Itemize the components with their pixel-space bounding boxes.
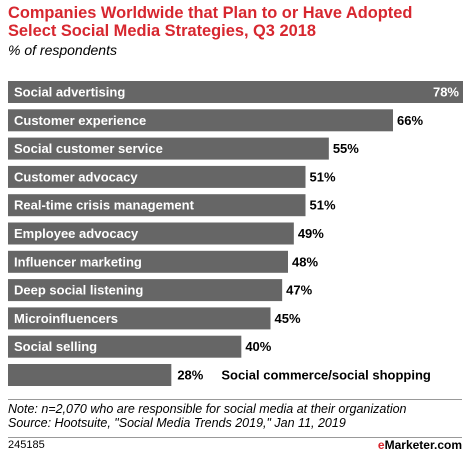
bar-category-label: Social advertising xyxy=(14,85,125,100)
chart-subtitle: % of respondents xyxy=(8,42,117,58)
bar-category-label: Influencer marketing xyxy=(14,254,142,269)
footer-bottom-divider xyxy=(8,437,462,438)
bar-value-label: 55% xyxy=(333,141,359,156)
bar-7 xyxy=(8,250,288,273)
bar-1 xyxy=(8,81,463,103)
brand-name: Marketer xyxy=(384,438,434,452)
bar-value-label: 47% xyxy=(286,283,312,298)
bar-category-label: Microinfluencers xyxy=(14,311,118,326)
bar-2 xyxy=(8,109,393,132)
bar-10 xyxy=(8,335,242,358)
bar-value-label: 40% xyxy=(245,339,271,354)
bar-5 xyxy=(8,194,306,217)
footer-top-divider xyxy=(8,399,462,400)
bar-6 xyxy=(8,222,294,245)
bar-4 xyxy=(8,165,306,188)
bar-value-label: 78% xyxy=(433,85,459,100)
bar-value-label: 28% xyxy=(177,368,203,383)
bar-category-label: Customer experience xyxy=(14,113,146,128)
bar-3 xyxy=(8,137,329,160)
chart-id: 245185 xyxy=(8,439,45,451)
bar-series: Social advertising 78% Customer experience… xyxy=(8,81,463,386)
bar-category-label: Employee advocacy xyxy=(14,226,139,241)
emarketer-logo: eMarketer.com xyxy=(378,438,462,452)
bar-value-label: 45% xyxy=(275,311,301,326)
bar-category-label: Deep social listening xyxy=(14,283,143,298)
chart-footer: Note: n=2,070 who are responsible for so… xyxy=(0,396,470,456)
bar-value-label: 51% xyxy=(310,169,336,184)
bar-category-label: Social commerce/social shopping xyxy=(221,368,431,383)
bar-value-label: 49% xyxy=(298,226,324,241)
brand-suffix: .com xyxy=(433,438,462,452)
bar-value-label: 66% xyxy=(397,113,423,128)
bar-category-label: Customer advocacy xyxy=(14,169,138,184)
bar-11 xyxy=(8,364,172,386)
chart-title: Companies Worldwide that Plan to or Have… xyxy=(8,4,413,40)
footer-source: Source: Hootsuite, "Social Media Trends … xyxy=(8,416,346,430)
bar-category-label: Real-time crisis management xyxy=(14,198,195,213)
bar-category-label: Social selling xyxy=(14,339,97,354)
bar-value-label: 51% xyxy=(310,198,336,213)
bar-value-label: 48% xyxy=(292,254,318,269)
bar-8 xyxy=(8,279,283,302)
brand-prefix: e xyxy=(377,438,385,452)
footer-note: Note: n=2,070 who are responsible for so… xyxy=(8,402,407,416)
bar-9 xyxy=(8,307,271,330)
bar-category-label: Social customer service xyxy=(14,141,163,156)
